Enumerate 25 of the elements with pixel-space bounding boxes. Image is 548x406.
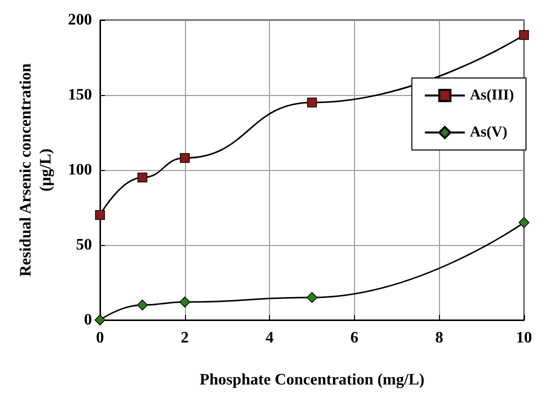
x-tick-label: 2 <box>180 330 189 346</box>
point <box>137 300 148 310</box>
point <box>179 296 190 308</box>
point <box>306 292 318 303</box>
legend-label: As(III) <box>470 88 514 104</box>
point <box>519 30 529 40</box>
legend-label: As(V) <box>470 124 508 140</box>
y-axis-title: Residual Arsenic concentration (µg/L) <box>18 63 54 277</box>
y-tick-label: 200 <box>68 12 92 28</box>
x-tick-label: 8 <box>435 330 444 346</box>
point <box>180 153 190 163</box>
point <box>94 314 106 326</box>
x-tick-label: 6 <box>350 330 358 346</box>
point <box>518 217 530 228</box>
x-axis-title: Phosphate Concentration (mg/L) <box>200 372 424 388</box>
x-tick-label: 0 <box>96 330 104 346</box>
x-tick-label: 4 <box>266 330 274 346</box>
point <box>307 98 317 108</box>
point <box>95 210 105 220</box>
y-tick-label: 100 <box>68 162 92 178</box>
point <box>138 172 148 182</box>
y-tick-label: 0 <box>84 312 92 328</box>
y-tick-label: 150 <box>68 86 92 104</box>
x-tick-label: 10 <box>516 330 532 346</box>
y-tick-label: 50 <box>76 236 92 254</box>
